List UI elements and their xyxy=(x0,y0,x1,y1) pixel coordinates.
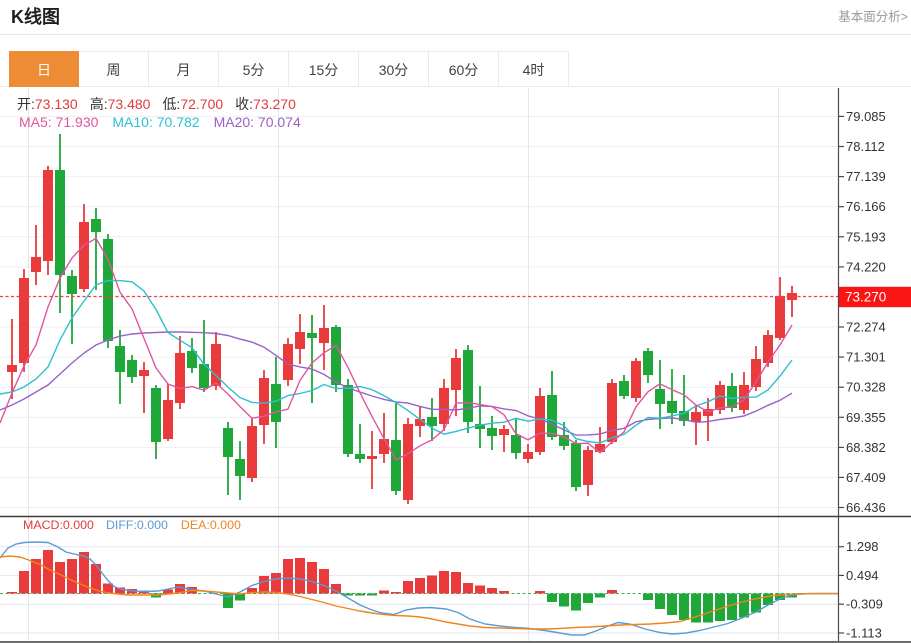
svg-text:72.274: 72.274 xyxy=(846,320,886,335)
svg-text:71.301: 71.301 xyxy=(846,350,886,365)
svg-text:69.355: 69.355 xyxy=(846,410,886,425)
svg-text:76.166: 76.166 xyxy=(846,199,886,214)
svg-text:1.298: 1.298 xyxy=(846,539,879,554)
svg-text:75.193: 75.193 xyxy=(846,229,886,244)
svg-text:78.112: 78.112 xyxy=(846,139,885,154)
svg-text:67.409: 67.409 xyxy=(846,470,886,485)
svg-text:-0.309: -0.309 xyxy=(846,597,883,612)
svg-text:0.494: 0.494 xyxy=(846,568,879,583)
svg-text:74.220: 74.220 xyxy=(846,259,886,274)
svg-text:68.382: 68.382 xyxy=(846,440,886,455)
svg-text:70.328: 70.328 xyxy=(846,380,886,395)
svg-text:73.270: 73.270 xyxy=(845,290,886,305)
svg-text:77.139: 77.139 xyxy=(846,169,886,184)
svg-text:66.436: 66.436 xyxy=(846,500,886,515)
svg-text:-1.113: -1.113 xyxy=(846,626,882,641)
svg-text:79.085: 79.085 xyxy=(846,109,886,124)
